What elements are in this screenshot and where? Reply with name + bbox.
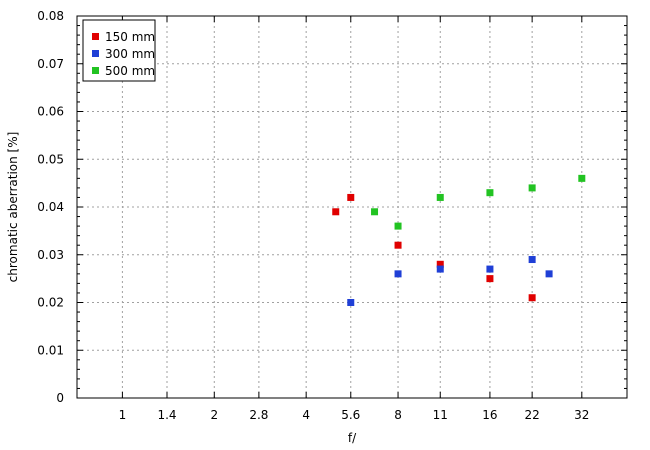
x-tick-label: 22 — [524, 408, 539, 422]
legend: 150 mm 300 mm 500 mm — [82, 19, 156, 82]
y-tick-label: 0.08 — [37, 9, 64, 23]
legend-swatch — [92, 50, 99, 57]
grid — [77, 16, 627, 398]
y-tick-label: 0 — [56, 391, 64, 405]
data-point — [486, 275, 494, 283]
legend-label: 150 mm — [105, 30, 155, 44]
series-500-mm — [371, 174, 586, 230]
series-300-mm — [347, 256, 553, 306]
y-tick-label: 0.07 — [37, 57, 64, 71]
y-tick-label: 0.01 — [37, 343, 64, 357]
data-point — [486, 189, 494, 197]
y-tick-label: 0.04 — [37, 200, 64, 214]
legend-label: 300 mm — [105, 47, 155, 61]
x-tick-label: 8 — [394, 408, 402, 422]
data-point — [394, 222, 402, 230]
y-axis-title: chromatic aberration [%] — [6, 132, 20, 283]
data-point — [394, 270, 402, 278]
data-point — [545, 270, 553, 278]
data-point — [528, 256, 536, 264]
legend-swatch — [92, 33, 99, 40]
x-tick-label: 2.8 — [249, 408, 268, 422]
data-point — [528, 184, 536, 192]
data-point — [347, 193, 355, 201]
minor-ticks — [77, 25, 627, 389]
data-point — [394, 241, 402, 249]
x-tick-label: 32 — [574, 408, 589, 422]
x-axis-ticks: 1 1.4 2 2.8 4 5.6 8 11 16 22 32 — [119, 16, 589, 422]
data-point — [371, 208, 379, 216]
data-point — [332, 208, 340, 216]
data-point — [528, 294, 536, 302]
data-point — [486, 265, 494, 273]
x-tick-label: 1.4 — [157, 408, 176, 422]
legend-label: 500 mm — [105, 64, 155, 78]
data-point — [436, 265, 444, 273]
x-tick-label: 11 — [433, 408, 448, 422]
x-tick-label: 16 — [482, 408, 497, 422]
y-tick-label: 0.05 — [37, 152, 64, 166]
y-tick-label: 0.06 — [37, 105, 64, 119]
data-points — [332, 174, 586, 306]
x-tick-label: 1 — [119, 408, 127, 422]
y-tick-label: 0.02 — [37, 296, 64, 310]
x-axis-title: f/ — [348, 431, 357, 445]
legend-swatch — [92, 67, 99, 74]
data-point — [578, 174, 586, 182]
data-point — [436, 260, 444, 268]
data-point — [436, 193, 444, 201]
x-tick-label: 4 — [302, 408, 310, 422]
y-tick-label: 0.03 — [37, 248, 64, 262]
series-150-mm — [332, 193, 536, 302]
x-tick-label: 5.6 — [341, 408, 360, 422]
y-axis-ticks: 0 0.01 0.02 0.03 0.04 0.05 0.06 0.07 0.08 — [37, 9, 627, 405]
x-tick-label: 2 — [210, 408, 218, 422]
data-point — [347, 299, 355, 306]
